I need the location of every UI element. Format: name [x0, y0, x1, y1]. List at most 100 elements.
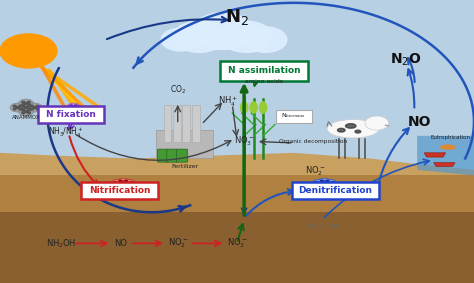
- Ellipse shape: [346, 124, 356, 128]
- Circle shape: [326, 185, 329, 186]
- Circle shape: [25, 111, 27, 112]
- Ellipse shape: [441, 145, 455, 149]
- Text: NO: NO: [408, 115, 431, 129]
- Circle shape: [18, 99, 34, 108]
- Bar: [156, 130, 213, 158]
- Circle shape: [320, 188, 323, 190]
- Circle shape: [36, 108, 39, 110]
- Circle shape: [74, 108, 77, 110]
- Circle shape: [323, 179, 338, 188]
- Text: Organic decomposition: Organic decomposition: [279, 139, 347, 144]
- Circle shape: [22, 112, 25, 114]
- Circle shape: [124, 182, 139, 191]
- Circle shape: [70, 112, 73, 113]
- Circle shape: [116, 186, 131, 195]
- Text: N$_{biomass}$: N$_{biomass}$: [282, 112, 306, 121]
- Text: N$_2$: N$_2$: [225, 7, 249, 27]
- Text: amino acids: amino acids: [245, 79, 283, 84]
- Circle shape: [70, 105, 73, 107]
- Circle shape: [119, 182, 122, 183]
- Polygon shape: [417, 136, 474, 175]
- Circle shape: [74, 105, 77, 107]
- Circle shape: [116, 185, 119, 186]
- Circle shape: [128, 185, 130, 186]
- Bar: [192, 105, 200, 142]
- Circle shape: [16, 107, 19, 108]
- Circle shape: [113, 182, 116, 183]
- Circle shape: [318, 185, 320, 186]
- Circle shape: [25, 103, 27, 104]
- Polygon shape: [0, 175, 474, 212]
- Circle shape: [121, 179, 137, 188]
- Text: NO: NO: [114, 239, 128, 248]
- Circle shape: [317, 186, 332, 195]
- Text: CO$_2$: CO$_2$: [170, 84, 186, 96]
- Circle shape: [119, 185, 122, 186]
- Circle shape: [22, 104, 25, 106]
- Circle shape: [19, 108, 22, 110]
- Circle shape: [13, 108, 16, 110]
- Text: N assimilation: N assimilation: [228, 66, 301, 75]
- FancyBboxPatch shape: [292, 182, 379, 199]
- Circle shape: [323, 182, 326, 184]
- Circle shape: [116, 183, 119, 185]
- Circle shape: [110, 179, 125, 188]
- Circle shape: [30, 105, 33, 107]
- FancyBboxPatch shape: [157, 149, 169, 162]
- Text: NH$_3$/NH$_4^+$: NH$_3$/NH$_4^+$: [48, 126, 84, 140]
- Circle shape: [80, 110, 82, 111]
- Circle shape: [130, 182, 133, 183]
- Circle shape: [67, 103, 80, 111]
- Circle shape: [107, 182, 122, 191]
- Polygon shape: [0, 153, 474, 283]
- Circle shape: [326, 182, 341, 191]
- Circle shape: [25, 107, 27, 108]
- Circle shape: [72, 113, 75, 115]
- Circle shape: [74, 106, 88, 114]
- Circle shape: [312, 185, 315, 186]
- Circle shape: [311, 179, 327, 188]
- Text: NO$_3^-$: NO$_3^-$: [227, 237, 247, 250]
- Circle shape: [130, 186, 133, 188]
- Circle shape: [122, 186, 125, 188]
- Circle shape: [13, 105, 16, 107]
- Circle shape: [119, 188, 122, 190]
- FancyBboxPatch shape: [176, 149, 188, 162]
- Text: NO$_2^-$: NO$_2^-$: [305, 164, 326, 178]
- Circle shape: [33, 107, 36, 108]
- Circle shape: [173, 21, 225, 52]
- Circle shape: [192, 13, 254, 50]
- Circle shape: [27, 108, 30, 110]
- Circle shape: [59, 106, 73, 114]
- Circle shape: [335, 185, 337, 186]
- FancyBboxPatch shape: [276, 110, 312, 123]
- Circle shape: [125, 185, 128, 186]
- Circle shape: [30, 108, 33, 110]
- FancyBboxPatch shape: [38, 106, 104, 123]
- Ellipse shape: [240, 102, 247, 113]
- Circle shape: [22, 105, 25, 107]
- Circle shape: [22, 101, 25, 103]
- Circle shape: [70, 108, 73, 110]
- Circle shape: [329, 183, 332, 185]
- Ellipse shape: [355, 130, 361, 133]
- Circle shape: [72, 106, 75, 108]
- Circle shape: [332, 182, 335, 183]
- Circle shape: [77, 108, 80, 110]
- Circle shape: [22, 109, 25, 111]
- Circle shape: [323, 190, 326, 192]
- Circle shape: [27, 104, 30, 106]
- Circle shape: [125, 188, 128, 190]
- Text: N$_2$O: N$_2$O: [390, 51, 421, 68]
- Circle shape: [315, 186, 318, 188]
- Circle shape: [27, 105, 30, 107]
- FancyBboxPatch shape: [220, 61, 308, 81]
- Circle shape: [72, 110, 75, 111]
- Circle shape: [318, 183, 320, 185]
- Text: Eutrophication: Eutrophication: [430, 135, 470, 140]
- Circle shape: [18, 107, 34, 116]
- Circle shape: [122, 190, 125, 192]
- Bar: [173, 105, 181, 142]
- Circle shape: [113, 186, 116, 188]
- Circle shape: [220, 21, 273, 52]
